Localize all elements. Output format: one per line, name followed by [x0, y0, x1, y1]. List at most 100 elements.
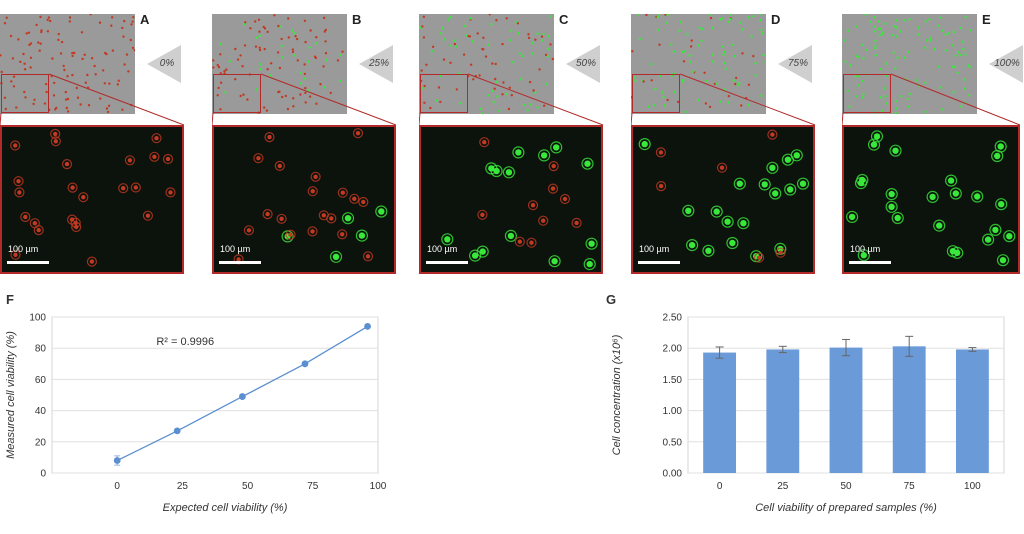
- x-tick-label: 50: [840, 481, 852, 492]
- y-tick-label: 40: [35, 406, 47, 417]
- overview-cell: [66, 97, 70, 101]
- overview-cell: [299, 71, 302, 74]
- overview-cell: [98, 21, 102, 24]
- overview-cell: [861, 43, 865, 47]
- overview-cell: [892, 25, 896, 28]
- overview-cell: [303, 77, 307, 80]
- overview-cell: [455, 88, 458, 91]
- overview-cell: [35, 23, 38, 27]
- dead-cell: [81, 195, 86, 200]
- overview-cell: [258, 48, 262, 52]
- dead-cell-ring: [571, 217, 582, 229]
- overview-cell: [455, 45, 458, 48]
- dead-cell-ring: [274, 160, 285, 172]
- overview-cell: [453, 42, 457, 46]
- bar: [703, 352, 737, 473]
- overview-cell: [681, 51, 684, 54]
- overview-cell: [23, 68, 27, 71]
- overview-cell: [864, 14, 867, 16]
- data-point: [301, 360, 309, 368]
- dead-cell: [127, 158, 133, 163]
- overview-cell: [89, 14, 92, 16]
- live-cell-ring: [468, 249, 482, 262]
- dead-cell-ring: [527, 200, 539, 211]
- overview-cell: [857, 84, 860, 87]
- x-tick-label: 50: [242, 481, 254, 492]
- overview-cell: [681, 80, 684, 83]
- live-cell-ring: [926, 190, 939, 204]
- overview-cell: [421, 87, 424, 90]
- overview-cell: [246, 98, 249, 101]
- live-cell: [540, 152, 548, 159]
- overview-cell: [303, 19, 307, 22]
- live-cell: [888, 190, 895, 198]
- overview-cell: [896, 56, 899, 59]
- overview-cell: [512, 60, 515, 64]
- live-cell-ring: [502, 166, 516, 179]
- overview-cell: [738, 81, 741, 85]
- dead-cell: [310, 229, 315, 234]
- overview-cell: [508, 39, 512, 42]
- overview-cell: [281, 95, 284, 99]
- dead-cell-ring: [61, 158, 73, 170]
- dead-cell-ring: [50, 128, 61, 140]
- overview-cell: [437, 86, 441, 89]
- overview-cell: [538, 68, 541, 71]
- live-cell-ring: [490, 164, 503, 178]
- dead-cell-ring: [767, 129, 778, 140]
- dead-cell: [517, 239, 522, 244]
- overview-cell: [652, 104, 655, 107]
- live-cell: [705, 247, 712, 254]
- overview-cell: [494, 77, 497, 81]
- overview-cell: [496, 95, 499, 98]
- live-cell-ring: [766, 161, 779, 174]
- overview-cell: [928, 39, 932, 42]
- overview-cell: [46, 30, 50, 33]
- overview-cell: [752, 54, 755, 58]
- dead-cell: [121, 186, 126, 191]
- overview-cell: [883, 87, 886, 90]
- bar: [766, 349, 800, 473]
- overview-cell: [662, 95, 665, 99]
- overview-cell: [25, 32, 28, 35]
- live-cell: [471, 252, 479, 259]
- live-cell: [553, 144, 560, 151]
- overview-cell: [322, 65, 325, 68]
- live-cell: [688, 241, 696, 249]
- overview-cell: [28, 43, 31, 47]
- overview-cell: [75, 86, 79, 90]
- overview-cells: [843, 14, 972, 114]
- zoom-micrograph: 100 µm: [842, 125, 1020, 274]
- overview-cell: [439, 100, 442, 104]
- dead-cell: [17, 190, 22, 195]
- x-axis-title: Expected cell viability (%): [163, 502, 288, 514]
- overview-cell: [689, 60, 692, 64]
- live-cell-ring: [341, 212, 355, 225]
- live-cell-ring: [737, 217, 750, 230]
- dead-cell-ring: [262, 208, 273, 220]
- overview-cell: [212, 59, 215, 62]
- dead-cell-ring: [326, 213, 337, 224]
- overview-cell: [698, 26, 701, 30]
- overview-cell: [258, 46, 261, 49]
- scale-bar: [849, 261, 891, 264]
- overview-cell: [494, 62, 497, 66]
- live-cell: [892, 147, 899, 154]
- overview-cell: [484, 55, 488, 58]
- live-cell: [685, 207, 692, 214]
- dead-cell: [658, 183, 664, 189]
- overview-cell: [10, 80, 13, 83]
- overview-cell: [678, 29, 681, 32]
- overview-cell: [937, 24, 940, 27]
- x-tick-label: 25: [777, 481, 789, 492]
- overview-cell: [738, 21, 742, 24]
- overview-cell: [962, 47, 965, 51]
- overview-cell: [697, 98, 700, 102]
- live-cell: [984, 236, 992, 243]
- live-cell: [947, 177, 955, 184]
- dead-cell-ring: [716, 162, 728, 173]
- overview-cell: [907, 105, 911, 108]
- overview-cell: [631, 50, 634, 53]
- overview-cell: [531, 41, 534, 45]
- panel-letter: A: [140, 12, 150, 27]
